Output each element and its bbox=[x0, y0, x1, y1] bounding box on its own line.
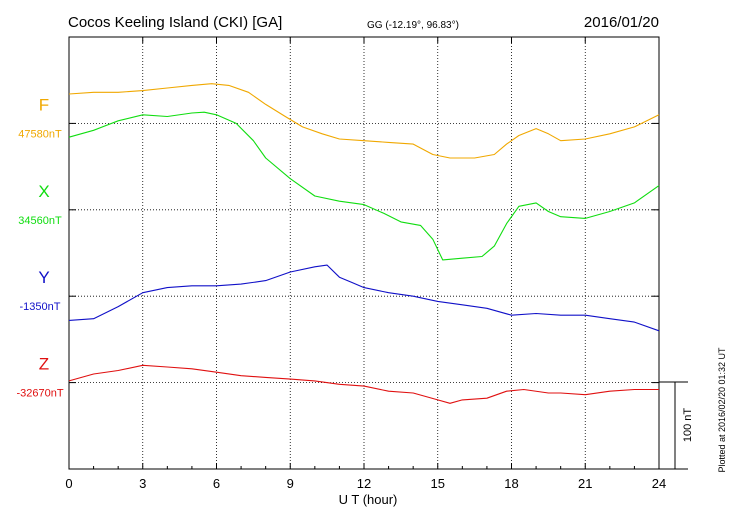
x-tick-label: 12 bbox=[357, 476, 371, 491]
series-baseline-z: -32670nT bbox=[16, 388, 63, 400]
x-tick-label: 9 bbox=[287, 476, 294, 491]
x-tick-label: 0 bbox=[65, 476, 72, 491]
series-lines bbox=[68, 83, 660, 404]
series-name-y: Y bbox=[38, 268, 49, 287]
grid-lines bbox=[69, 37, 659, 469]
x-tick-labels: 0 3 6 9 12 15 18 21 24 bbox=[65, 476, 666, 491]
series-baseline-f: 47580nT bbox=[18, 128, 62, 140]
series-line-z bbox=[68, 364, 659, 404]
station-coords: GG (-12.19°, 96.83°) bbox=[367, 20, 459, 31]
series-baseline-x: 34560nT bbox=[18, 215, 62, 227]
x-tick-label: 21 bbox=[578, 476, 592, 491]
series-baseline-y: -1350nT bbox=[20, 301, 61, 313]
series-name-f: F bbox=[39, 95, 49, 114]
x-tick-marks bbox=[68, 37, 660, 469]
series-line-f bbox=[68, 83, 660, 159]
station-title: Cocos Keeling Island (CKI) [GA] bbox=[68, 14, 282, 31]
series-name-x: X bbox=[38, 182, 49, 201]
x-tick-label: 18 bbox=[504, 476, 518, 491]
scale-bar: 100 nT bbox=[659, 381, 694, 470]
scale-label: 100 nT bbox=[682, 408, 694, 443]
x-tick-label: 24 bbox=[652, 476, 666, 491]
series-line-x bbox=[68, 111, 660, 261]
x-axis-label: U T (hour) bbox=[339, 492, 398, 507]
x-tick-label: 15 bbox=[431, 476, 445, 491]
x-tick-label: 6 bbox=[213, 476, 220, 491]
series-labels: F 47580nT X 34560nT Y -1350nT Z -32670nT bbox=[16, 95, 63, 399]
x-tick-label: 3 bbox=[139, 476, 146, 491]
series-name-z: Z bbox=[39, 355, 49, 374]
series-line-y bbox=[68, 264, 660, 332]
plotted-note: Plotted at 2016/02/20 01:32 UT bbox=[717, 347, 727, 473]
chart-date: 2016/01/20 bbox=[584, 14, 659, 31]
